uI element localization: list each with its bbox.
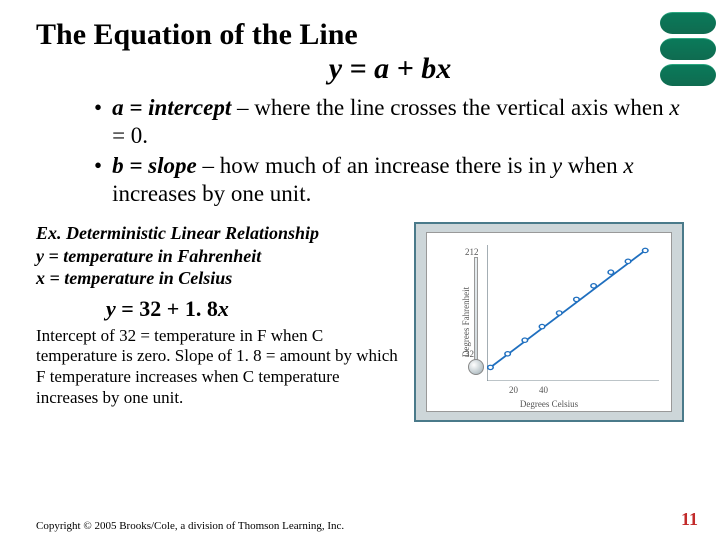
x-tick: 40 bbox=[539, 385, 548, 395]
bullet-ital: y bbox=[552, 153, 562, 178]
bullet-bold: a = intercept bbox=[112, 95, 231, 120]
example-equation: y = 32 + 1. 8x bbox=[106, 296, 406, 322]
title-block: The Equation of the Line y = a + bx bbox=[36, 18, 684, 86]
y-tick: 212 bbox=[465, 247, 479, 257]
example-header: x = temperature in Celsius bbox=[36, 267, 406, 290]
eq-y: y bbox=[106, 296, 116, 321]
bullet-text: increases by one unit. bbox=[112, 181, 311, 206]
bullet-marker: • bbox=[94, 94, 102, 150]
bullet-item: • a = intercept – where the line crosses… bbox=[94, 94, 684, 150]
chart: Degrees Fahrenheit Degrees Celsius 32 21… bbox=[414, 222, 684, 422]
y-axis-label: Degrees Fahrenheit bbox=[461, 287, 471, 357]
bullet-text: when bbox=[562, 153, 623, 178]
bullet-list: • a = intercept – where the line crosses… bbox=[94, 94, 684, 208]
example-header: y = temperature in Fahrenheit bbox=[36, 245, 406, 268]
copyright: Copyright © 2005 Brooks/Cole, a division… bbox=[36, 520, 344, 532]
bullet-bold: b = slope bbox=[112, 153, 197, 178]
bullet-item: • b = slope – how much of an increase th… bbox=[94, 152, 684, 208]
bullet-text: – where the line crosses the vertical ax… bbox=[231, 95, 669, 120]
bullet-ital: x bbox=[669, 95, 679, 120]
eq-body: = 32 + 1. 8 bbox=[116, 296, 218, 321]
x-axis-label: Degrees Celsius bbox=[427, 399, 671, 409]
title-equation: y = a + bx bbox=[96, 52, 684, 86]
bullet-text: = 0. bbox=[112, 123, 148, 148]
example-block: Ex. Deterministic Linear Relationship y … bbox=[36, 222, 406, 422]
eq-x: x bbox=[218, 296, 229, 321]
example-body: Intercept of 32 = temperature in F when … bbox=[36, 326, 406, 409]
bullet-text: – how much of an increase there is in bbox=[197, 153, 552, 178]
title-line: The Equation of the Line bbox=[36, 18, 684, 52]
bullet-marker: • bbox=[94, 152, 102, 208]
chart-plot bbox=[487, 245, 659, 381]
x-tick: 20 bbox=[509, 385, 518, 395]
bullet-ital: x bbox=[623, 153, 633, 178]
page-number: 11 bbox=[681, 509, 698, 530]
example-header: Ex. Deterministic Linear Relationship bbox=[36, 222, 406, 245]
slide-decoration bbox=[660, 12, 720, 88]
thermometer-icon bbox=[471, 257, 481, 375]
